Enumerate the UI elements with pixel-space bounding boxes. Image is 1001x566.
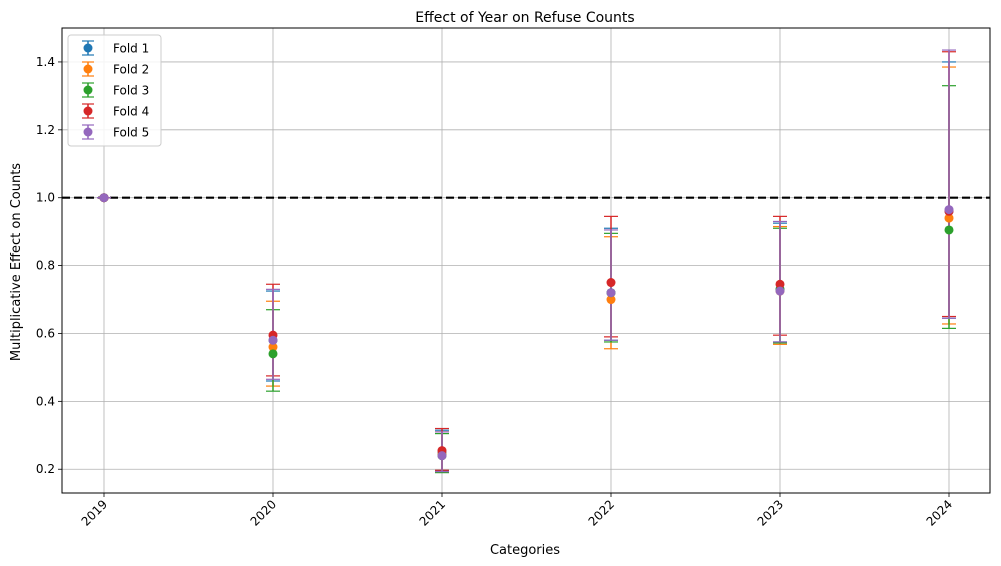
- y-axis-label: Multiplicative Effect on Counts: [9, 163, 24, 361]
- x-tick-label: 2022: [586, 497, 617, 528]
- y-tick-label: 0.8: [36, 259, 55, 273]
- grid: [62, 28, 990, 493]
- data-point: [606, 295, 616, 305]
- legend-marker: [83, 127, 93, 137]
- series-2: [97, 66, 956, 473]
- legend-marker: [83, 85, 93, 95]
- legend-label: Fold 2: [113, 63, 149, 77]
- y-tick-label: 0.4: [36, 394, 55, 408]
- x-tick-label: 2019: [79, 497, 110, 528]
- chart-title: Effect of Year on Refuse Counts: [415, 10, 634, 26]
- data-layer: [97, 49, 956, 474]
- data-point: [268, 335, 278, 345]
- x-tick-label: 2024: [924, 497, 955, 528]
- x-tick-label: 2020: [248, 497, 279, 528]
- y-tick-label: 1.4: [36, 55, 55, 69]
- data-point: [944, 213, 954, 223]
- series-2-points: [99, 193, 954, 459]
- data-point: [944, 205, 954, 215]
- data-point: [268, 342, 278, 352]
- legend-item: Fold 1: [82, 40, 149, 56]
- x-axis-label: Categories: [490, 543, 560, 558]
- x-tick-label: 2021: [417, 497, 448, 528]
- legend-marker: [83, 64, 93, 74]
- data-point: [99, 193, 109, 203]
- legend-marker: [83, 106, 93, 116]
- legend-item: Fold 5: [82, 124, 149, 140]
- legend-marker: [83, 43, 93, 53]
- legend-item: Fold 2: [82, 61, 149, 77]
- y-tick-label: 0.6: [36, 326, 55, 340]
- data-point: [775, 286, 785, 296]
- series-5-points: [99, 193, 954, 461]
- series-5: [97, 49, 956, 473]
- series-4-points: [99, 193, 954, 456]
- y-tick-label: 1.2: [36, 123, 55, 137]
- data-point: [268, 349, 278, 359]
- plot-frame: [61, 27, 991, 494]
- series-3: [97, 85, 956, 474]
- legend-label: Fold 5: [113, 126, 149, 140]
- legend-label: Fold 1: [113, 42, 149, 56]
- legend-label: Fold 4: [113, 105, 149, 119]
- legend-label: Fold 3: [113, 84, 149, 98]
- y-tick-label: 1.0: [36, 191, 55, 205]
- x-tick-label: 2023: [755, 497, 786, 528]
- series-1-points: [99, 193, 954, 457]
- data-point: [944, 225, 954, 235]
- y-tick-label: 0.2: [36, 462, 55, 476]
- legend-item: Fold 4: [82, 103, 149, 119]
- series-1: [97, 61, 956, 472]
- data-point: [775, 279, 785, 289]
- data-point: [437, 451, 447, 461]
- data-point: [606, 278, 616, 288]
- data-point: [606, 288, 616, 298]
- series-3-points: [99, 193, 954, 461]
- series-4: [97, 51, 956, 471]
- legend: Fold 1 Fold 2 Fold 3 Fold 4 Fold 5: [67, 34, 162, 147]
- legend-item: Fold 3: [82, 82, 149, 98]
- ticks: 2019 2020 2021 2022 2023 2024 0.2 0.4 0.6 0.8 1.0 1…: [36, 55, 955, 529]
